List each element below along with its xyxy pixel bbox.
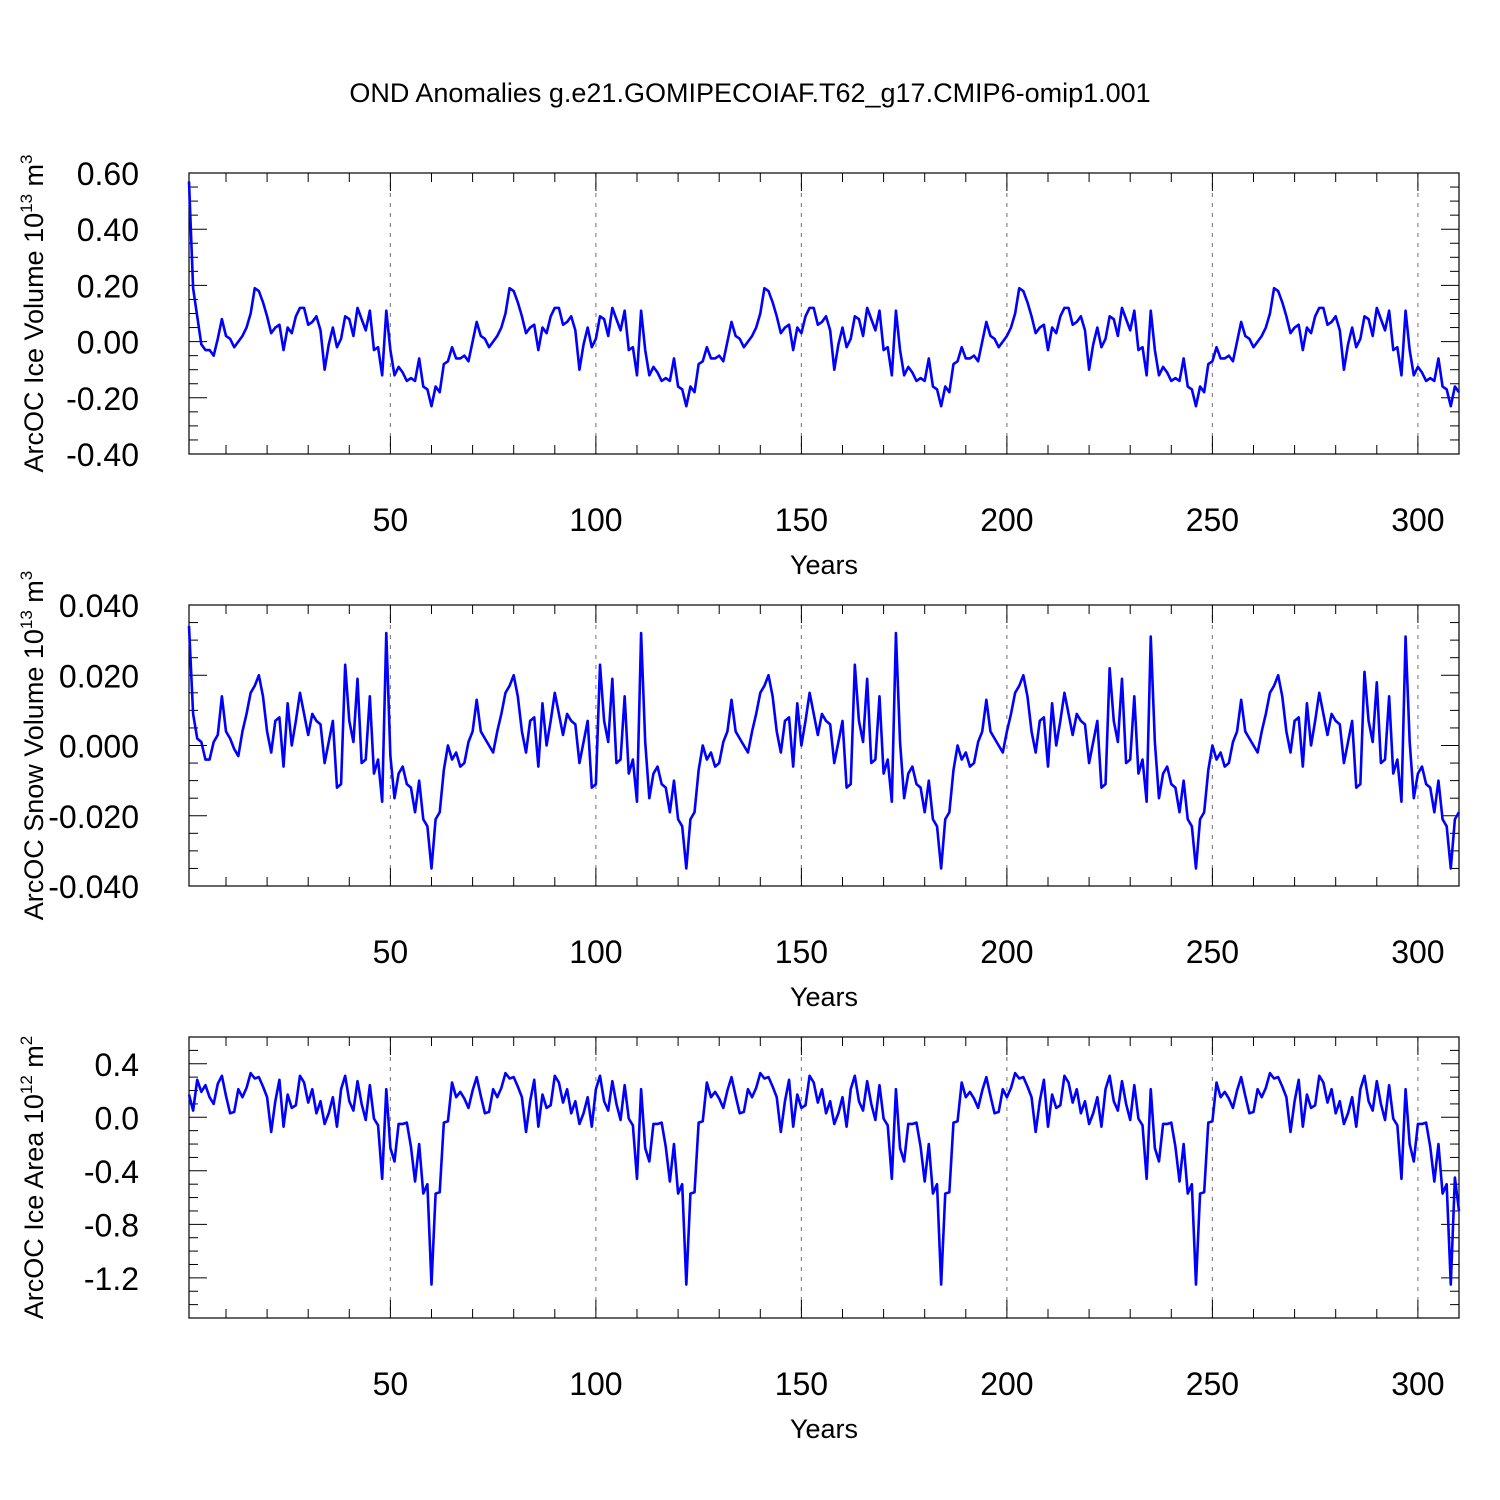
ice-volume-y-tick-label: 0.00: [77, 325, 139, 361]
ice-volume-x-tick-label: 150: [775, 502, 828, 538]
snow-volume-series-line: [187, 626, 1461, 870]
ice-volume-y-tick-label: -0.20: [66, 381, 139, 417]
ice-volume-y-axis-title-exp: 13: [17, 194, 36, 213]
snow-volume-y-axis-title-unit-exp: 3: [17, 571, 36, 580]
ice-area-x-tick-label: 50: [373, 1366, 409, 1402]
chart-title: OND Anomalies g.e21.GOMIPECOIAF.T62_g17.…: [349, 78, 1151, 108]
snow-volume-x-tick-label: 250: [1186, 934, 1239, 970]
ice-area-y-axis-title-text: ArcOC Ice Area 10: [19, 1094, 49, 1319]
snow-volume-panel: 50 100 150 200 250 300 -0.040 -0.020 0.000 0.020 0…: [17, 571, 1461, 1012]
ice-area-x-tick-label: 200: [980, 1366, 1033, 1402]
ice-area-y-axis-title-unit-exp: 2: [17, 1036, 36, 1045]
ice-area-y-tick-label: -1.2: [84, 1261, 139, 1297]
ice-area-series-line: [187, 1071, 1461, 1286]
snow-volume-x-axis-title: Years: [790, 982, 858, 1012]
snow-volume-y-tick-label: 0.000: [59, 729, 139, 765]
snow-volume-y-axis-title-text: ArcOC Snow Volume 10: [19, 629, 49, 920]
ice-volume-frame: [188, 172, 1460, 455]
snow-volume-y-tick-label: 0.040: [59, 588, 139, 624]
ice-volume-y-tick-label: 0.60: [77, 156, 139, 192]
snow-volume-y-tick-label: 0.020: [59, 658, 139, 694]
ice-volume-x-tick-label: 250: [1186, 502, 1239, 538]
snow-volume-y-tick-label: -0.020: [48, 799, 139, 835]
ice-area-x-axis-title: Years: [790, 1414, 858, 1444]
ice-area-y-tick-label: 0.4: [95, 1047, 139, 1083]
snow-volume-x-tick-label: 300: [1391, 934, 1444, 970]
ice-volume-x-tick-label: 300: [1391, 502, 1444, 538]
ice-volume-y-tick-label: 0.40: [77, 212, 139, 248]
ice-volume-y-axis-title-unit-exp: 3: [17, 154, 36, 163]
ice-volume-y-tick-label: 0.20: [77, 268, 139, 304]
snow-volume-x-tick-label: 50: [373, 934, 409, 970]
ice-volume-x-tick-label: 100: [569, 502, 622, 538]
ice-area-frame: [188, 1036, 1460, 1319]
snow-volume-y-axis-title-exp: 13: [17, 610, 36, 629]
snow-volume-y-tick-label: -0.040: [48, 869, 139, 905]
ice-area-y-tick-label: 0.0: [95, 1100, 139, 1136]
ice-volume-panel: 50 100 150 200 250 300 -0.40 -0.20 0.00 0.20 0.40 0…: [17, 154, 1461, 580]
ice-area-y-tick-label: -0.4: [84, 1154, 139, 1190]
ice-volume-y-axis-title-unit-after: m: [19, 164, 49, 194]
ice-volume-series-line: [187, 181, 1461, 408]
snow-volume-x-tick-label: 200: [980, 934, 1033, 970]
ice-volume-y-tick-label: -0.40: [66, 437, 139, 473]
ice-area-y-tick-label: -0.8: [84, 1207, 139, 1243]
snow-volume-y-axis-title-unit-after: m: [19, 580, 49, 610]
snow-volume-y-axis-title: ArcOC Snow Volume 1013 m3: [17, 571, 49, 921]
ice-volume-x-tick-label: 50: [373, 502, 409, 538]
ice-area-x-tick-label: 100: [569, 1366, 622, 1402]
ice-area-y-axis-title-exp: 12: [17, 1075, 36, 1094]
ice-area-panel: 50 100 150 200 250 300 -1.2 -0.8 -0.4 0.0 0.4 Years…: [17, 1036, 1461, 1444]
ice-volume-x-axis-title: Years: [790, 550, 858, 580]
ice-area-x-tick-label: 150: [775, 1366, 828, 1402]
snow-volume-x-tick-label: 150: [775, 934, 828, 970]
ice-area-y-axis-title: ArcOC Ice Area 1012 m2: [17, 1036, 49, 1320]
ice-area-x-tick-label: 250: [1186, 1366, 1239, 1402]
ice-volume-y-axis-title-text: ArcOC Ice Volume 10: [19, 213, 49, 473]
snow-volume-x-tick-label: 100: [569, 934, 622, 970]
snow-volume-frame: [188, 604, 1460, 887]
ice-area-x-tick-label: 300: [1391, 1366, 1444, 1402]
ice-area-y-axis-title-unit-after: m: [19, 1045, 49, 1075]
ice-volume-y-axis-title: ArcOC Ice Volume 1013 m3: [17, 154, 49, 472]
ice-volume-x-tick-label: 200: [980, 502, 1033, 538]
